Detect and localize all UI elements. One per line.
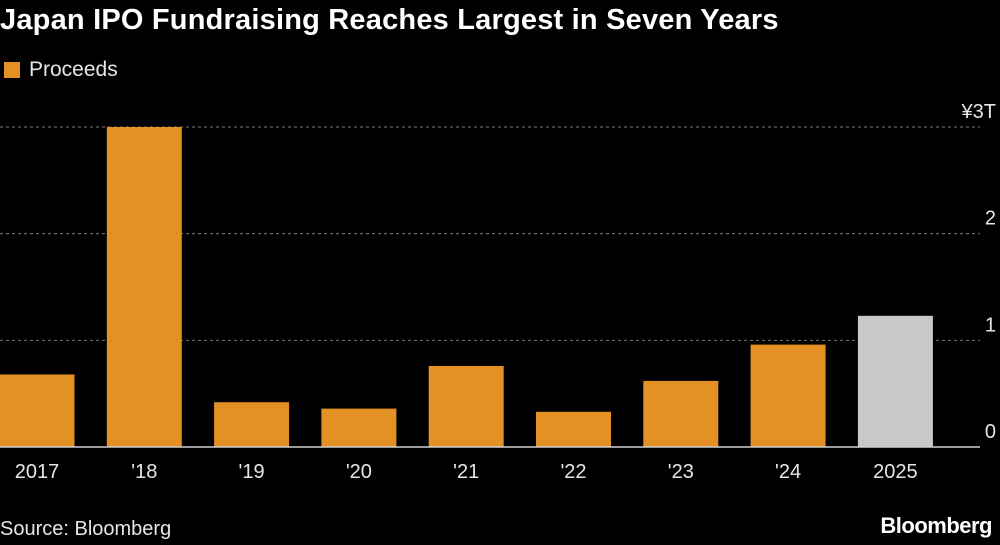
bar: [321, 408, 397, 447]
bar: [214, 402, 290, 447]
x-tick-label: '24: [775, 461, 801, 483]
bar: [106, 127, 182, 447]
legend: Proceeds: [4, 58, 118, 82]
x-tick-label: '21: [453, 461, 479, 483]
bar: [0, 374, 75, 447]
bar: [536, 411, 611, 447]
bloomberg-logo: Bloomberg: [880, 513, 992, 538]
x-tick-label: '18: [131, 461, 157, 483]
y-tick-label: 0: [985, 421, 996, 443]
x-tick-label: '22: [560, 461, 586, 483]
x-tick-label: 2025: [873, 461, 918, 483]
legend-swatch: [4, 62, 20, 78]
bar: [750, 344, 826, 447]
y-tick-label: ¥3T: [961, 101, 996, 123]
x-tick-label: '19: [239, 461, 265, 483]
chart-title: Japan IPO Fundraising Reaches Largest in…: [0, 4, 779, 36]
bar: [428, 365, 504, 447]
bar: [857, 315, 933, 447]
bar: [643, 380, 719, 447]
x-tick-label: '20: [346, 461, 372, 483]
legend-label: Proceeds: [29, 58, 118, 81]
x-tick-label: 2017: [15, 461, 60, 483]
y-tick-label: 2: [985, 208, 996, 230]
y-tick-label: 1: [985, 314, 996, 336]
source-note: Source: Bloomberg: [0, 518, 172, 540]
x-tick-label: '23: [668, 461, 694, 483]
